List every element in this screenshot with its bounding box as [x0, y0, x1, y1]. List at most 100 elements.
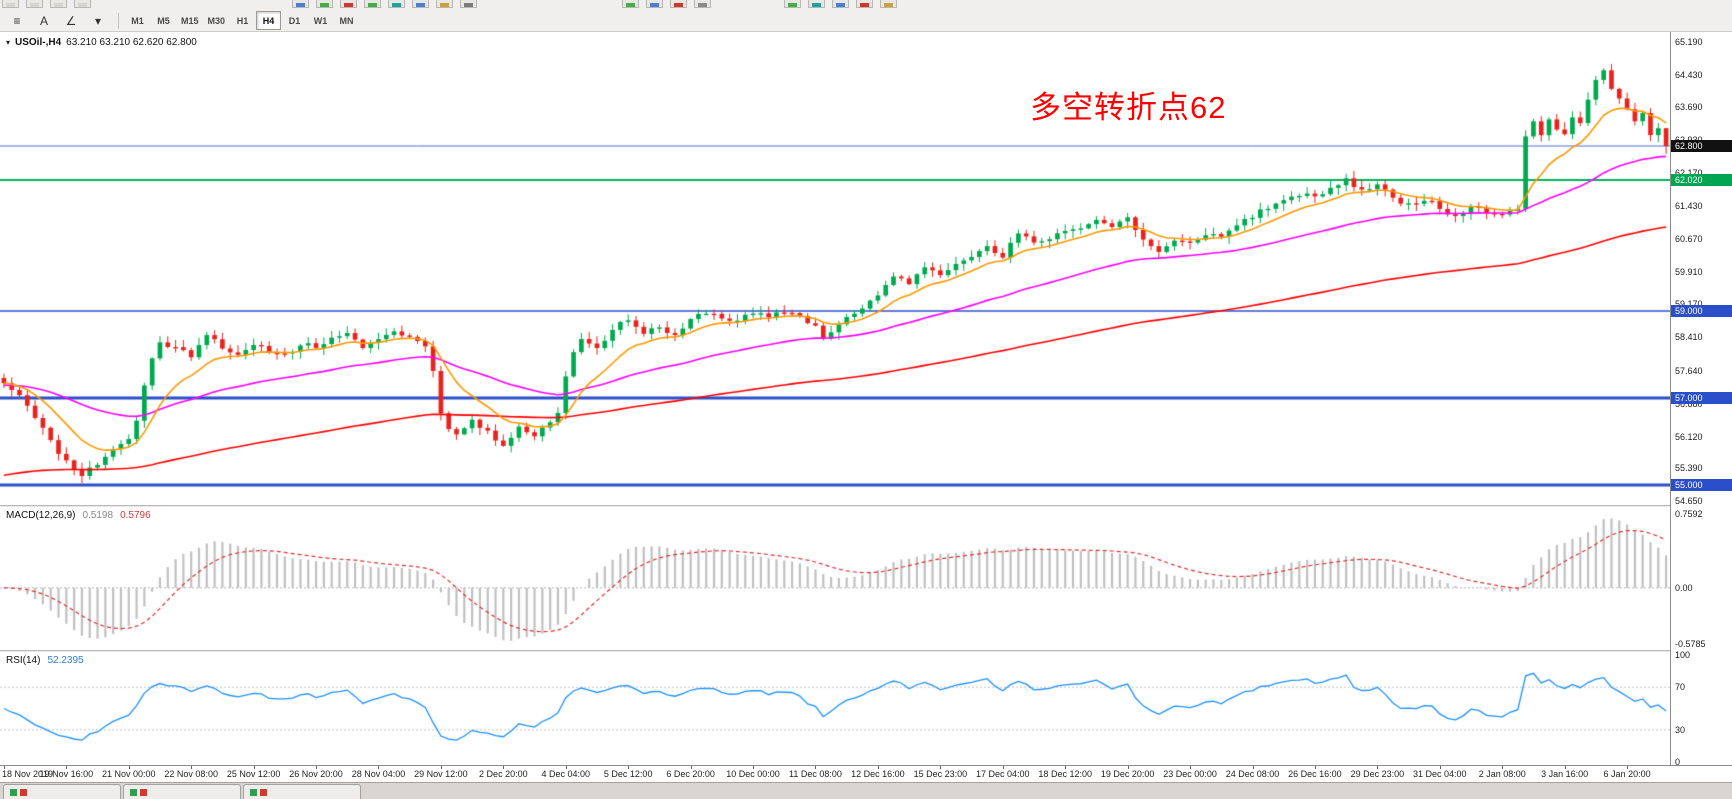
time-tick: [1065, 766, 1067, 769]
price-axis-badge: 62.800: [1671, 140, 1732, 152]
toolbar-separator: [118, 12, 119, 29]
toolbar-icon-fragment[interactable]: [74, 0, 91, 8]
toolbar-icon-fragment[interactable]: [694, 0, 711, 8]
time-tick: [128, 766, 130, 769]
toolbar-icon-fragment[interactable]: [784, 0, 801, 8]
toolbar-icon-fragment[interactable]: [670, 0, 687, 8]
tab-candle-down-icon: [140, 788, 147, 796]
timeframe-h1-button[interactable]: H1: [236, 15, 249, 26]
tools-dropdown-icon[interactable]: ▾: [94, 13, 102, 28]
toolbar-icon-fragment[interactable]: [340, 0, 357, 8]
toolbar-icon-fragment[interactable]: [832, 0, 849, 8]
toolbar-icon-fragment[interactable]: [412, 0, 429, 8]
timeframe-h4-button[interactable]: H4: [256, 11, 282, 30]
time-tick: [1439, 766, 1441, 769]
time-axis-label: 31 Dec 04:00: [1413, 769, 1467, 779]
toolbar-icon-fragment[interactable]: [856, 0, 873, 8]
toolbar-icon-fragment[interactable]: [388, 0, 405, 8]
time-tick: [753, 766, 755, 769]
macd-chart[interactable]: [0, 507, 1670, 650]
macd-signal-value: 0.5796: [120, 510, 151, 521]
time-axis[interactable]: 18 Nov 2019 19 Nov 16:00 21 Nov 00:00 22 No…: [0, 765, 1732, 782]
toolbar: ≡ A ∠ ▾ M1 M5 M15 M30 H1 H4 D1 W1 MN: [0, 0, 1732, 32]
toolbar-icon-fragment[interactable]: [50, 0, 67, 8]
toolbar-row: ≡ A ∠ ▾ M1 M5 M15 M30 H1 H4 D1 W1 MN: [0, 9, 360, 32]
price-axis-label: 61.430: [1675, 200, 1703, 211]
time-tick: [191, 766, 193, 769]
time-tick: [628, 766, 630, 769]
toolbar-icon-fragment[interactable]: [880, 0, 897, 8]
toolbar-icon-fragment[interactable]: [316, 0, 333, 8]
time-axis-label: 15 Dec 23:00: [913, 769, 968, 779]
tab-candle-down-icon: [260, 788, 267, 796]
timeframe-w1-button[interactable]: W1: [313, 15, 328, 26]
toolbar-icon-fragment[interactable]: [2, 0, 19, 8]
time-axis-label: 28 Nov 04:00: [351, 769, 406, 779]
time-tick: [1377, 766, 1379, 769]
timeframe-m1-button[interactable]: M1: [131, 15, 144, 26]
text-tool-icon[interactable]: A: [39, 13, 48, 28]
tab-candle-down-icon: [20, 788, 27, 796]
toolbar-icon-fragment[interactable]: [646, 0, 663, 8]
chart-tab-bar: [0, 782, 1732, 799]
time-axis-label: 29 Dec 23:00: [1350, 769, 1405, 779]
time-axis-label: 18 Dec 12:00: [1038, 769, 1092, 779]
time-tick: [815, 766, 817, 769]
timeframe-mn-button[interactable]: MN: [339, 15, 354, 26]
time-axis-label: 26 Dec 16:00: [1288, 769, 1342, 779]
timeframe-d1-button[interactable]: D1: [288, 15, 301, 26]
price-chart[interactable]: [0, 32, 1670, 505]
time-tick: [253, 766, 255, 769]
toolbar-icon-fragment[interactable]: [436, 0, 453, 8]
price-axis-label: 56.120: [1675, 431, 1703, 442]
rsi-axis-label: 70: [1675, 682, 1686, 693]
timeframe-m30-button[interactable]: M30: [207, 15, 226, 26]
time-tick: [378, 766, 380, 769]
rsi-axis-label: 0: [1675, 756, 1681, 767]
toolbar-icon-fragment[interactable]: [622, 0, 639, 8]
time-tick: [877, 766, 879, 769]
time-tick: [940, 766, 942, 769]
panel-separator[interactable]: [0, 650, 1732, 652]
time-tick: [1502, 766, 1504, 769]
toolbar-icon-fragment[interactable]: [26, 0, 43, 8]
chart-tab[interactable]: [123, 784, 241, 799]
toolbar-icon-fragment[interactable]: [808, 0, 825, 8]
toolbar-icon-fragment[interactable]: [292, 0, 309, 8]
time-tick: [316, 766, 318, 769]
toolbar-icon-fragment[interactable]: [460, 0, 477, 8]
time-axis-label: 2 Jan 08:00: [1478, 769, 1526, 779]
price-axis-label: 57.640: [1675, 365, 1703, 376]
time-tick: [1190, 766, 1192, 769]
chart-tab[interactable]: [3, 784, 121, 799]
timeframe-m15-button[interactable]: M15: [181, 15, 199, 26]
toolbar-icon-fragment[interactable]: [364, 0, 381, 8]
time-axis-label: 19 Nov 16:00: [39, 769, 94, 779]
timeframe-m5-button[interactable]: M5: [157, 15, 170, 26]
time-axis-label: 25 Nov 12:00: [226, 769, 281, 779]
price-axis-label: 62.170: [1675, 168, 1703, 178]
symbol-period-label: USOil-,H4: [15, 37, 62, 48]
price-axis-badge: 59.000: [1671, 305, 1732, 318]
time-tick: [690, 766, 692, 769]
collapse-icon[interactable]: ▾: [6, 38, 11, 47]
angle-tool-icon[interactable]: ∠: [65, 13, 77, 28]
price-axis-label: 58.410: [1675, 332, 1703, 343]
panel-separator[interactable]: [0, 505, 1732, 507]
time-tick: [503, 766, 505, 769]
time-axis-label: 10 Dec 00:00: [726, 769, 780, 779]
price-axis-label: 59.910: [1675, 266, 1703, 277]
menu-icon[interactable]: ≡: [13, 13, 21, 28]
time-tick: [1564, 766, 1566, 769]
price-axis[interactable]: 65.19064.43063.69062.93062.17061.43060.6…: [1670, 32, 1732, 767]
rsi-name: RSI(14): [6, 655, 41, 666]
chart-tab[interactable]: [243, 784, 361, 799]
rsi-chart[interactable]: [0, 652, 1670, 765]
price-axis-label: 65.190: [1675, 37, 1703, 47]
price-axis-label: 54.650: [1675, 495, 1703, 506]
macd-main-value: 0.5198: [82, 510, 114, 521]
time-tick: [1002, 766, 1004, 769]
time-axis-label: 5 Dec 12:00: [603, 769, 653, 779]
time-tick: [66, 766, 68, 769]
price-axis-label: 63.690: [1675, 102, 1703, 113]
